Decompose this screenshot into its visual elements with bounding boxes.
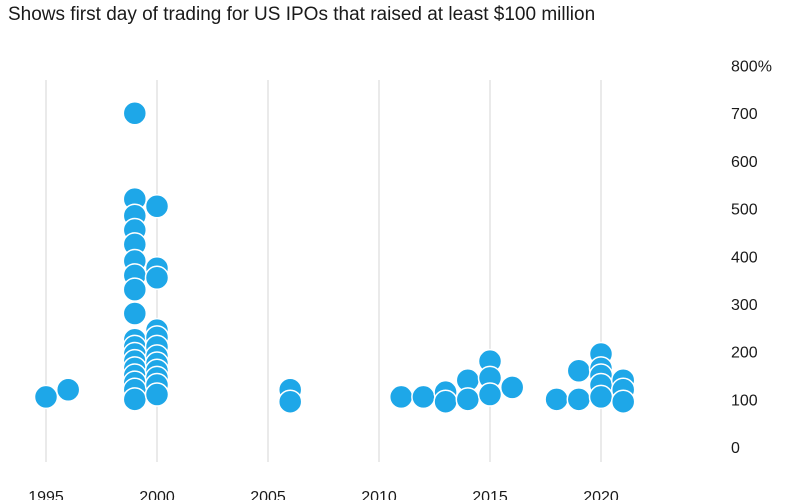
y-axis-ticks: 0 100 200 300 400 500 600 700 800% xyxy=(731,59,772,457)
x-tick-label-1995: 1995 xyxy=(28,489,64,500)
data-point xyxy=(388,384,414,410)
y-tick-label-600: 600 xyxy=(731,154,758,171)
y-tick-label-0: 0 xyxy=(731,440,740,457)
data-point xyxy=(477,382,503,407)
data-point xyxy=(566,387,592,412)
data-point xyxy=(122,387,148,412)
data-point xyxy=(455,387,481,412)
y-tick-label-100: 100 xyxy=(731,392,758,409)
data-point xyxy=(499,375,525,400)
data-point xyxy=(588,384,614,410)
data-point xyxy=(122,277,148,302)
data-point xyxy=(144,193,170,219)
x-tick-label-2005: 2005 xyxy=(250,489,286,500)
data-point xyxy=(55,377,81,403)
y-tick-label-700: 700 xyxy=(731,106,758,123)
data-point xyxy=(433,389,458,414)
y-tick-label-200: 200 xyxy=(731,345,758,362)
y-tick-label-300: 300 xyxy=(731,297,758,314)
data-point xyxy=(33,384,59,410)
data-point xyxy=(610,389,636,414)
data-point xyxy=(411,384,436,410)
data-points xyxy=(33,100,636,414)
data-point xyxy=(122,301,148,326)
data-point xyxy=(144,382,170,407)
data-point xyxy=(544,387,569,412)
data-point xyxy=(277,389,303,414)
x-tick-label-2010: 2010 xyxy=(361,489,397,500)
chart-subtitle: Shows first day of trading for US IPOs t… xyxy=(8,4,596,25)
x-axis-ticks: 1995 2000 2005 2010 2015 2020 xyxy=(28,489,619,500)
y-tick-label-800: 800% xyxy=(731,59,772,76)
data-point xyxy=(566,358,592,383)
y-tick-label-400: 400 xyxy=(731,249,758,266)
x-tick-label-2020: 2020 xyxy=(583,489,619,500)
data-point xyxy=(122,100,148,126)
y-tick-label-500: 500 xyxy=(731,202,758,219)
x-tick-label-2015: 2015 xyxy=(472,489,508,500)
x-tick-label-2000: 2000 xyxy=(139,489,175,500)
data-point xyxy=(144,265,170,290)
